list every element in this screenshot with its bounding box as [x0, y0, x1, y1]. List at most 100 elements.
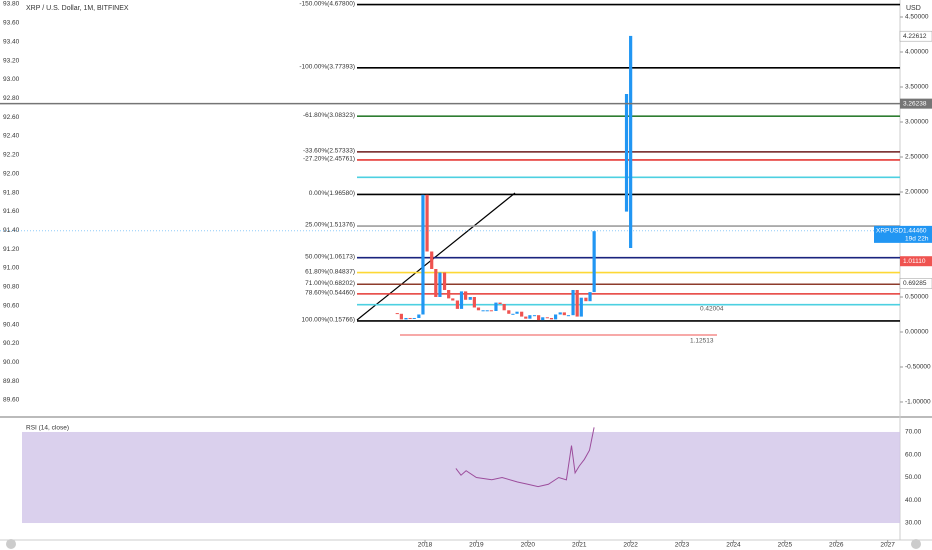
x-tick-label: 2026 — [829, 542, 844, 549]
candle — [430, 251, 434, 269]
fib-label: -33.60%(2.57333) — [303, 148, 355, 155]
right-tick-label: 2.50000 — [905, 154, 929, 161]
rsi-line — [455, 427, 595, 488]
left-tick-label: 93.60 — [3, 20, 20, 27]
settings-button[interactable] — [6, 539, 16, 549]
rsi-tick-label: 50.00 — [905, 474, 922, 481]
candle — [553, 314, 558, 320]
fib-label: 50.00%(1.06173) — [305, 253, 355, 260]
badge-value: 0.69285 — [903, 280, 927, 287]
candle — [528, 315, 532, 319]
candle — [468, 296, 472, 300]
x-tick-label: 2018 — [418, 542, 433, 549]
settings-button[interactable] — [911, 539, 921, 549]
candle — [455, 300, 460, 309]
fib-label: 78.60%(0.54460) — [305, 290, 355, 297]
fib-label: 0.00%(1.96580) — [309, 190, 355, 197]
left-tick-label: 93.00 — [3, 76, 20, 83]
right-tick-label: 2.00000 — [905, 189, 929, 196]
candle — [515, 311, 519, 314]
left-tick-label: 92.80 — [3, 95, 20, 102]
candle — [498, 302, 502, 304]
right-tick-label: 3.00000 — [905, 119, 929, 126]
price-badge — [874, 225, 932, 243]
trend-line — [356, 192, 516, 321]
candle — [532, 315, 537, 317]
fib-label: -27.20%(2.45761) — [303, 156, 355, 163]
candle — [511, 313, 515, 315]
currency-label: USD — [906, 5, 921, 12]
candle — [489, 310, 493, 312]
annotation-label: 0.42004 — [700, 305, 724, 312]
candle — [408, 317, 412, 319]
left-tick-label: 91.20 — [3, 246, 20, 253]
fib-label: -150.00%(4.67800) — [299, 0, 355, 7]
badge-value: 3.26238 — [903, 100, 927, 107]
left-tick-label: 91.40 — [3, 227, 20, 234]
candle — [399, 313, 403, 320]
candle — [459, 291, 464, 309]
badge-value: 1.44460 — [903, 228, 927, 235]
left-tick-label: 90.60 — [3, 302, 20, 309]
x-tick-label: 2025 — [778, 542, 793, 549]
right-tick-label: -0.50000 — [905, 364, 931, 371]
badge-value: 1.01110 — [903, 258, 926, 265]
candle — [575, 289, 579, 317]
candle — [451, 298, 455, 301]
right-tick-label: 0.50000 — [905, 294, 929, 301]
left-tick-label: 92.60 — [3, 114, 20, 121]
left-tick-label: 91.00 — [3, 265, 20, 272]
candle — [404, 317, 408, 320]
left-tick-label: 89.80 — [3, 378, 20, 385]
x-tick-label: 2021 — [572, 542, 587, 549]
candle — [520, 311, 524, 317]
candle — [395, 313, 399, 315]
x-tick-label: 2024 — [726, 542, 741, 549]
fib-label: -61.80%(3.08323) — [303, 112, 355, 119]
rsi-title: RSI (14, close) — [26, 425, 69, 432]
candle — [476, 307, 481, 311]
candle — [545, 317, 549, 319]
candle — [507, 310, 511, 314]
candle — [566, 315, 571, 317]
left-tick-label: 91.60 — [3, 208, 20, 215]
x-tick-label: 2022 — [623, 542, 638, 549]
candle — [412, 317, 416, 319]
left-tick-label: 92.40 — [3, 133, 20, 140]
candle — [417, 314, 421, 318]
candle — [502, 303, 506, 311]
fib-label: 61.80%(0.84837) — [305, 268, 355, 275]
left-tick-label: 92.00 — [3, 170, 20, 177]
rsi-band — [22, 431, 900, 524]
candle — [592, 231, 596, 293]
candle — [472, 296, 476, 308]
candle — [494, 302, 498, 311]
price-badge — [900, 256, 932, 267]
candle — [421, 194, 425, 315]
candle — [524, 316, 528, 319]
candle — [549, 317, 554, 320]
right-tick-label: -1.00000 — [905, 399, 931, 406]
price-badge — [899, 278, 932, 289]
badge-value: 4.22612 — [903, 33, 927, 40]
candle — [558, 312, 562, 315]
left-tick-label: 93.80 — [3, 1, 20, 8]
badge-countdown: 19d 22h — [905, 236, 929, 243]
right-tick-label: 3.50000 — [905, 84, 929, 91]
fib-label: -100.00%(3.77393) — [299, 64, 355, 71]
candle — [537, 315, 541, 321]
fib-label: 25.00%(1.51376) — [305, 222, 355, 229]
candle — [464, 291, 468, 300]
x-tick-label: 2027 — [880, 542, 895, 549]
annotation-label: 1.12513 — [690, 338, 714, 345]
x-tick-label: 2023 — [675, 542, 690, 549]
fib-label: 71.00%(0.68202) — [305, 280, 355, 287]
candle — [562, 312, 566, 316]
rsi-tick-label: 70.00 — [905, 429, 922, 436]
x-tick-label: 2020 — [521, 542, 536, 549]
chart-title: XRP / U.S. Dollar, 1M, BITFINEX — [26, 5, 129, 12]
left-tick-label: 91.80 — [3, 189, 20, 196]
left-tick-label: 90.20 — [3, 340, 20, 347]
price-badge — [900, 98, 932, 109]
